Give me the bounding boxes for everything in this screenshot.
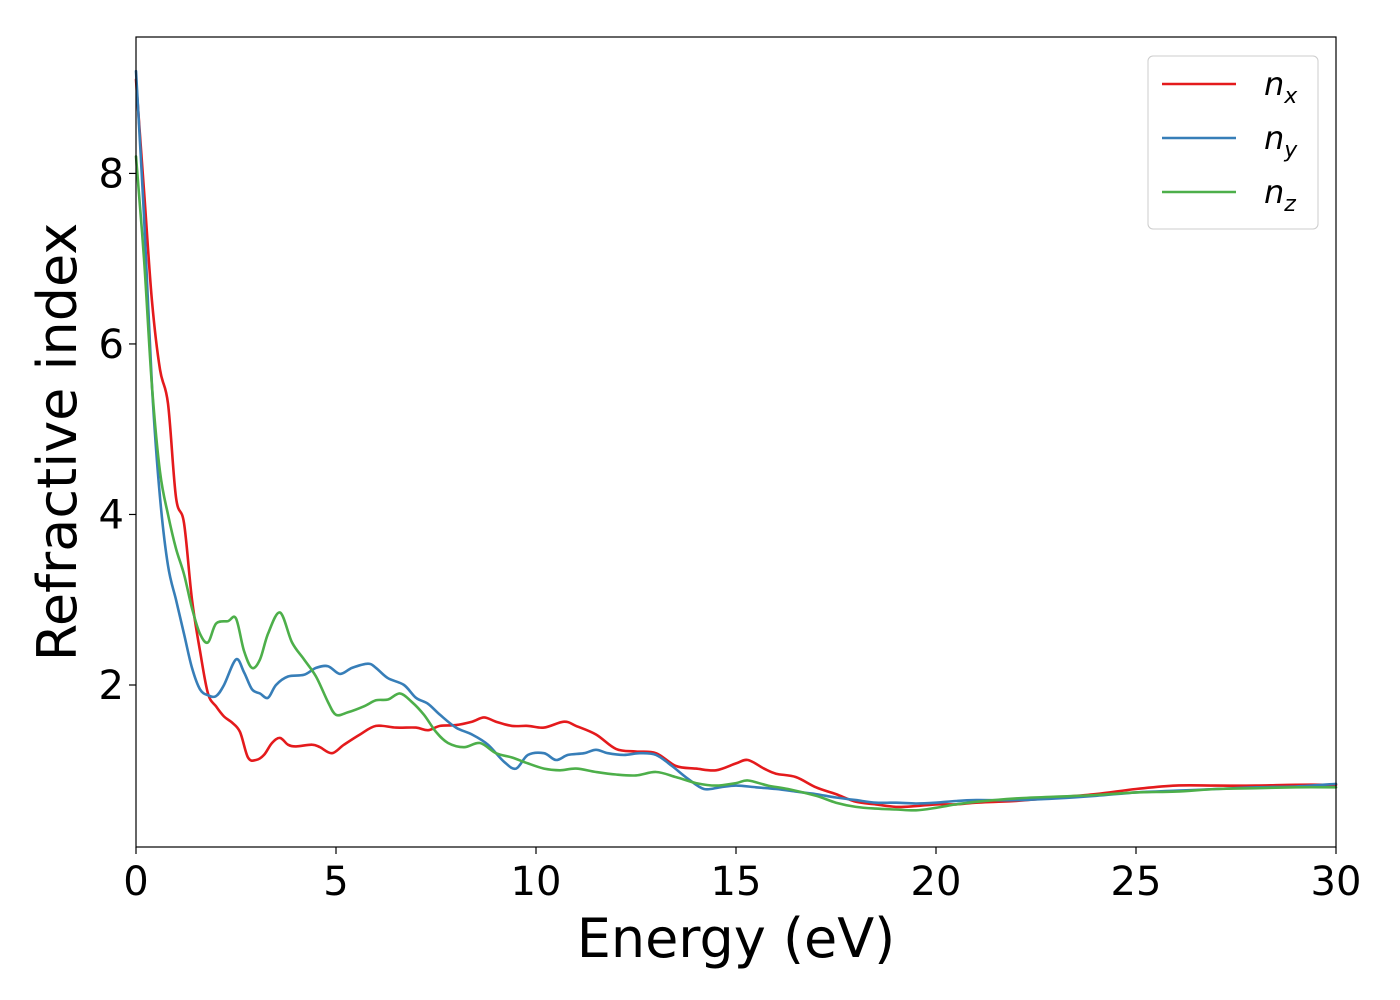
x-tick-label: 0 (123, 859, 148, 905)
x-tick-label: 25 (1111, 859, 1162, 905)
y-tick-label: 4 (99, 492, 124, 538)
y-tick-label: 6 (99, 322, 124, 368)
x-tick-label: 15 (711, 859, 762, 905)
legend-label-subscript: z (1283, 192, 1296, 217)
legend-box (1147, 55, 1319, 230)
series-layer (134, 69, 1338, 812)
legend-label-subscript: y (1283, 138, 1298, 163)
legend-label-subscript: x (1283, 84, 1298, 109)
y-tick-label: 8 (99, 151, 124, 197)
legend-label-base: n (1264, 65, 1284, 103)
y-axis-ticks: 2 4 6 8 (99, 151, 136, 709)
x-tick-label: 30 (1311, 859, 1362, 905)
x-tick-label: 10 (511, 859, 562, 905)
legend-label-base: n (1264, 119, 1284, 157)
series-line-ny (134, 69, 1338, 805)
x-axis-label: Energy (eV) (577, 907, 896, 970)
x-tick-label: 5 (323, 859, 348, 905)
y-axis-label: Refractive index (26, 223, 89, 662)
legend-label-ny: ny (1264, 119, 1298, 163)
legend-label-nz: nz (1264, 173, 1296, 217)
x-tick-label: 20 (911, 859, 962, 905)
legend-label-nx: nx (1264, 65, 1298, 109)
legend-label-base: n (1264, 173, 1284, 211)
series-line-nz (134, 155, 1338, 812)
series-line-nx (134, 78, 1338, 809)
y-tick-label: 2 (99, 663, 124, 709)
plot-background (136, 37, 1336, 847)
x-axis-ticks: 0 5 10 15 20 25 30 (123, 847, 1361, 905)
